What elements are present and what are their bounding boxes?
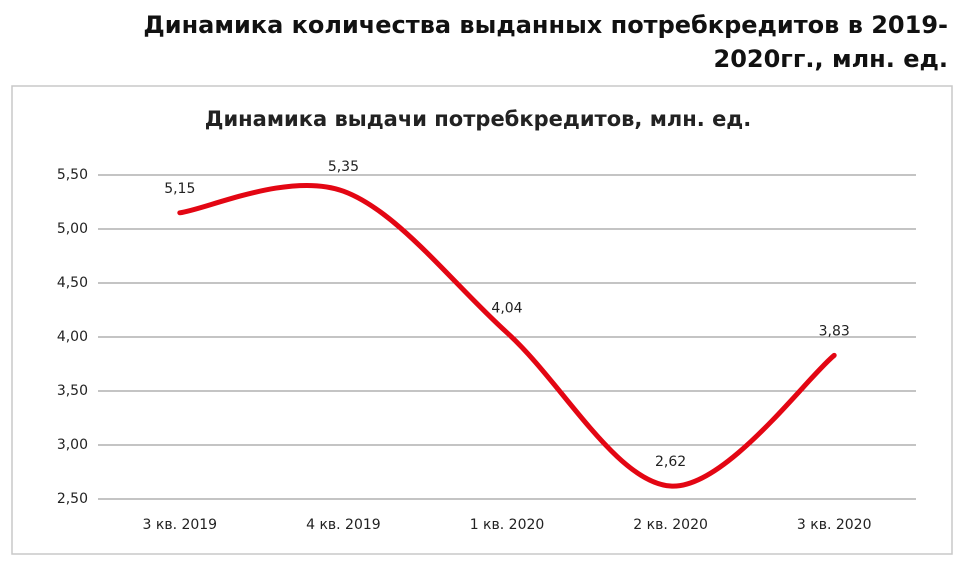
y-tick-label: 5,00 bbox=[57, 221, 88, 237]
chart-title: Динамика выдачи потребкредитов, млн. ед. bbox=[205, 107, 752, 131]
y-tick-label: 4,00 bbox=[57, 329, 88, 345]
x-tick-label: 1 кв. 2020 bbox=[470, 517, 545, 533]
chart-frame bbox=[11, 85, 953, 555]
x-tick-label: 4 кв. 2019 bbox=[306, 517, 381, 533]
x-tick-label: 3 кв. 2019 bbox=[143, 517, 218, 533]
data-line bbox=[177, 182, 837, 489]
data-label: 4,04 bbox=[491, 301, 522, 317]
x-tick-label: 2 кв. 2020 bbox=[633, 517, 708, 533]
page-title: Динамика количества выданных потребкреди… bbox=[143, 11, 948, 73]
data-label: 2,62 bbox=[655, 454, 686, 470]
data-label: 5,15 bbox=[164, 181, 195, 197]
data-label: 5,35 bbox=[328, 159, 359, 175]
x-tick-label: 3 кв. 2020 bbox=[797, 517, 872, 533]
y-tick-label: 5,50 bbox=[57, 167, 88, 183]
y-tick-label: 4,50 bbox=[57, 275, 88, 291]
data-label: 3,83 bbox=[819, 323, 850, 339]
y-tick-label: 3,50 bbox=[57, 383, 88, 399]
y-tick-label: 2,50 bbox=[57, 491, 88, 507]
y-tick-label: 3,00 bbox=[57, 437, 88, 453]
